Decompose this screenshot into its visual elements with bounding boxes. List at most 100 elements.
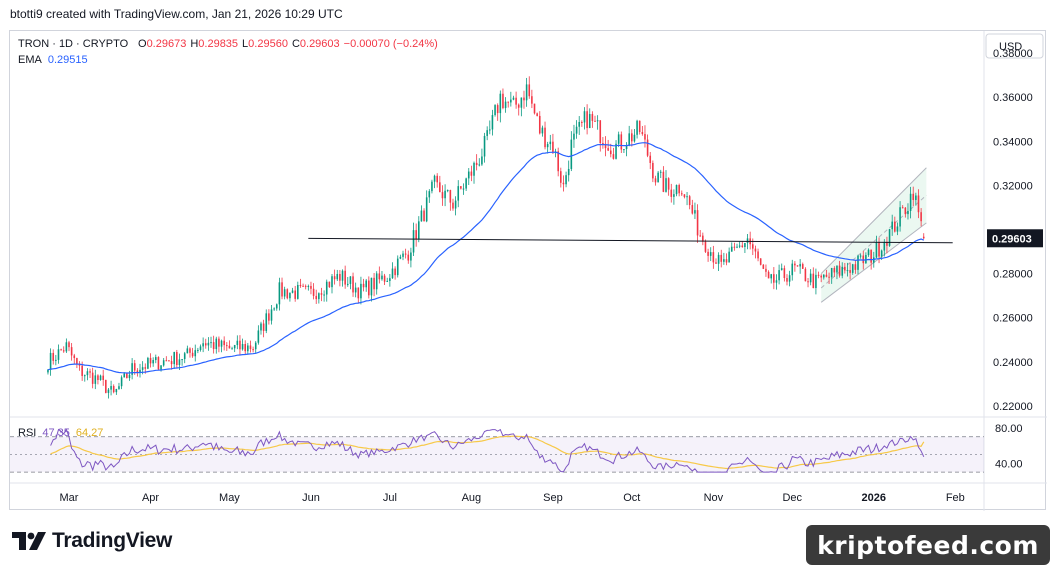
candle-body	[662, 171, 665, 192]
candle-body	[47, 369, 49, 373]
candle-body	[128, 374, 131, 379]
candle-body	[567, 168, 570, 176]
candle-body	[523, 97, 525, 101]
candle-body	[307, 285, 310, 287]
candle-body	[318, 293, 320, 300]
candle-body	[886, 241, 888, 246]
chart-frame[interactable]: TRON · 1D · CRYPTO O0.29673 H0.29835 L0.29…	[9, 30, 1047, 511]
rsi-legend: RSI 47.35 64.27	[18, 427, 103, 439]
time-axis[interactable]: Mar Apr May Jun Jul Aug Sep Oct Nov Dec 2026 Feb	[60, 492, 965, 504]
candle-body	[570, 139, 573, 169]
candle-body	[602, 143, 604, 145]
trend-channel-upper[interactable]	[820, 167, 927, 274]
candle-body	[62, 350, 65, 352]
candle-body	[896, 226, 899, 232]
rsi-label: RSI	[18, 427, 36, 439]
candle-body	[846, 270, 849, 272]
candle-body	[825, 274, 828, 277]
time-tick-label: Feb	[946, 492, 965, 504]
candle-body	[796, 265, 799, 267]
currency-button-bg[interactable]	[985, 33, 1044, 59]
candle-body	[89, 371, 91, 373]
candle-body	[83, 375, 86, 377]
rsi-tick-label: 40.00	[995, 458, 1023, 470]
candle-body	[851, 264, 854, 273]
candle-body	[81, 365, 83, 376]
candle-body	[778, 270, 780, 281]
low-value: 0.29560	[248, 38, 288, 50]
candle-body	[444, 190, 446, 199]
candle-body	[220, 340, 223, 347]
candle-body	[239, 340, 241, 350]
candle-body	[423, 210, 425, 222]
candle-body	[270, 309, 273, 321]
candle-body	[357, 287, 360, 299]
price-chart[interactable]: TRON · 1D · CRYPTO O0.29673 H0.29835 L0.29…	[10, 31, 1047, 511]
candle-body	[675, 184, 678, 195]
candle-body	[291, 290, 294, 293]
candle-body	[331, 276, 333, 288]
candle-body	[399, 256, 402, 259]
candle-body	[320, 293, 323, 295]
candle-body	[136, 370, 139, 373]
currency-button[interactable]: USD	[999, 41, 1022, 53]
candle-body	[176, 352, 178, 366]
candle-body	[536, 113, 538, 116]
candle-body	[694, 210, 696, 214]
candle-body	[883, 241, 886, 251]
candle-body	[218, 338, 220, 347]
change-value: −0.00070 (−0.24%)	[344, 38, 438, 50]
close-label: C	[292, 38, 300, 50]
candle-body	[780, 268, 783, 271]
low-label: L	[242, 38, 248, 50]
candle-body	[381, 275, 383, 280]
candle-body	[644, 134, 646, 140]
candle-body	[341, 270, 344, 281]
candle-body	[915, 195, 917, 200]
tradingview-logo[interactable]: TradingView	[12, 529, 172, 553]
candle-body	[717, 254, 720, 264]
last-price-tag-bg	[987, 229, 1043, 248]
candle-body	[470, 171, 473, 176]
candle-body	[620, 134, 623, 150]
candle-body	[215, 338, 218, 350]
tradingview-logo-text: TradingView	[52, 529, 173, 552]
candle-body	[723, 259, 725, 262]
candle-body	[268, 313, 270, 321]
candle-body	[878, 242, 880, 257]
candle-body	[625, 145, 628, 150]
candle-body	[323, 294, 325, 296]
candle-body	[604, 143, 607, 149]
candle-body	[502, 93, 504, 109]
candle-body	[475, 162, 478, 166]
candle-body	[231, 348, 233, 350]
candle-body	[389, 278, 391, 281]
candle-body	[794, 263, 796, 266]
candle-body	[199, 346, 202, 350]
candle-body	[160, 365, 162, 370]
candle-body	[899, 207, 901, 227]
candle-body	[344, 270, 346, 285]
time-tick-label: Jul	[383, 492, 397, 504]
candle-body	[297, 284, 299, 299]
candle-body	[894, 221, 896, 232]
candle-body	[370, 277, 373, 296]
candle-body	[202, 343, 204, 347]
candle-body	[252, 349, 254, 351]
price-axis[interactable]: 0.38000 0.36000 0.34000 0.32000 0.28000 0.260…	[993, 48, 1033, 413]
candle-body	[586, 111, 588, 129]
candle-body	[178, 359, 181, 366]
time-tick-label: Oct	[623, 492, 640, 504]
price-tick-label: 0.38000	[993, 48, 1033, 60]
candle-body	[654, 178, 657, 183]
support-trendline[interactable]	[308, 237, 953, 244]
candle-body	[462, 188, 465, 190]
rsi-line	[50, 428, 925, 473]
candle-body	[712, 252, 715, 263]
candle-body	[799, 264, 801, 267]
candles[interactable]	[47, 76, 925, 399]
candle-body	[599, 120, 602, 144]
candle-body	[720, 254, 723, 262]
candle-body	[528, 84, 531, 97]
candle-body	[917, 195, 920, 213]
